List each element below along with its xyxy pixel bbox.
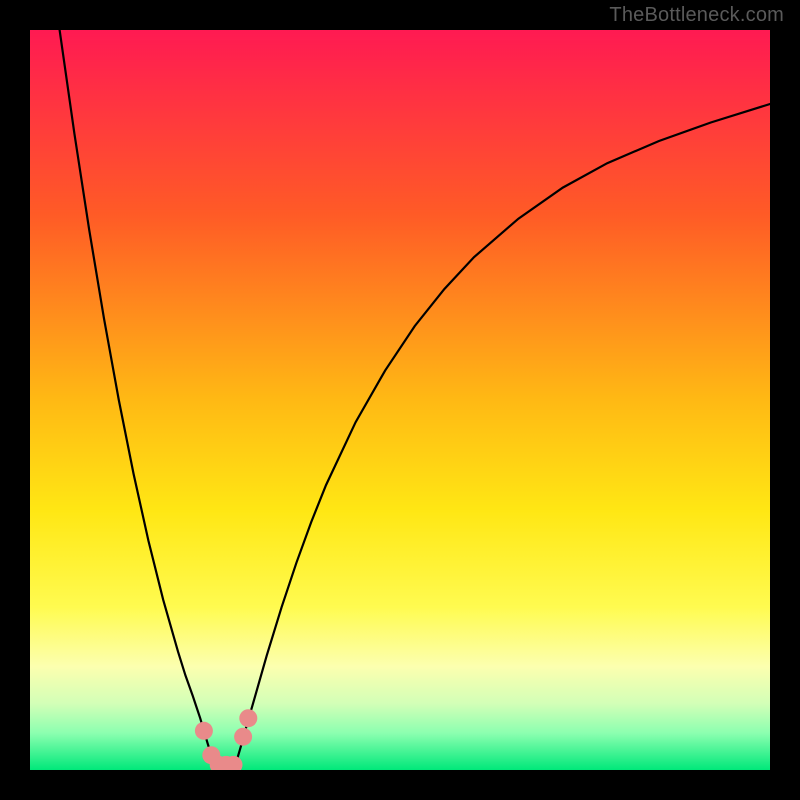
watermark-text: TheBottleneck.com — [609, 4, 784, 27]
chart-container: TheBottleneck.com — [0, 0, 800, 800]
bottleneck-chart — [30, 30, 770, 770]
marker-point — [234, 728, 252, 746]
marker-point — [195, 722, 213, 740]
marker-point — [239, 709, 257, 727]
plot-area — [30, 30, 770, 770]
